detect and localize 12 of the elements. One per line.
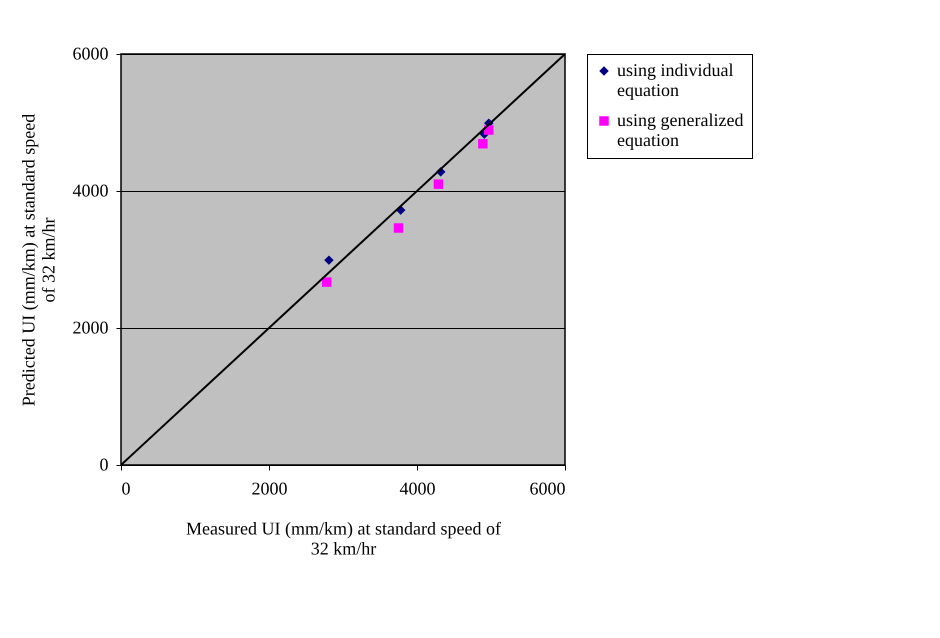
x-tick-label: 0 [122,478,130,498]
legend-label: using individual equation [617,60,734,100]
y-tick-label: 4000 [72,180,108,200]
x-axis-title: Measured UI (mm/km) at standard speed of 32 km/hr [186,518,501,558]
x-tick-label: 6000 [530,478,566,498]
y-axis-title: Predicted UI (mm/km) at standard speed of 32 km/hr [18,114,58,406]
x-tick-label: 4000 [400,478,436,498]
x-tick-label: 2000 [252,478,288,498]
y-tick-label: 0 [100,454,108,474]
y-tick-label: 2000 [72,318,108,338]
legend-label: using generalized equation [617,110,744,150]
y-tick-label: 6000 [72,44,108,64]
